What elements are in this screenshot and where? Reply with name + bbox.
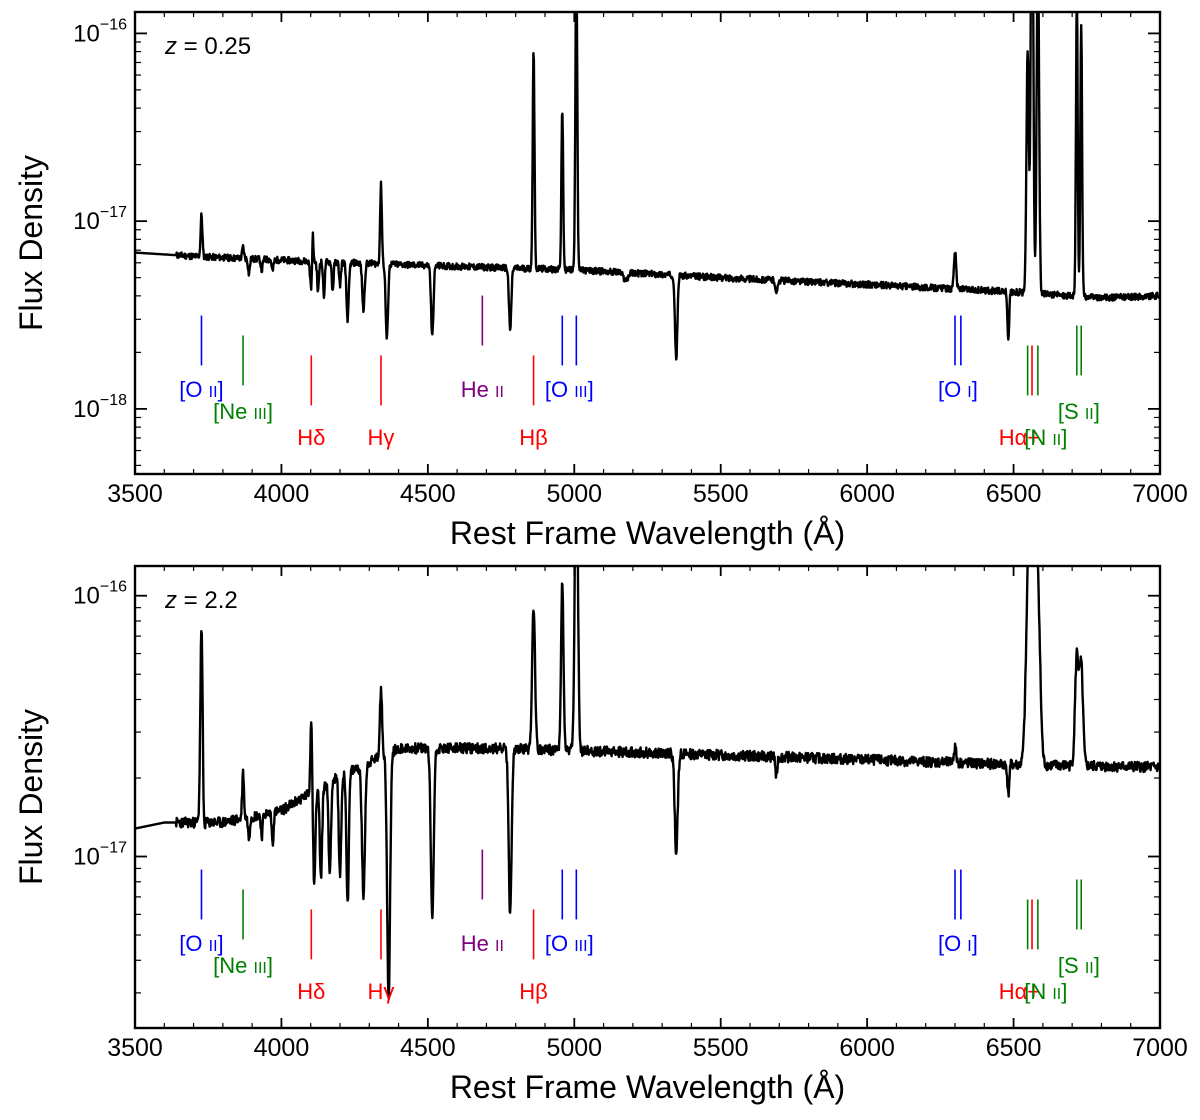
line-marker: [N II] (1024, 345, 1067, 450)
y-tick-label: 10−18 (73, 392, 127, 423)
x-tick-label: 6500 (986, 480, 1042, 508)
x-tick-label: 7000 (1132, 480, 1188, 508)
line-marker: [O III] (545, 315, 594, 402)
y-axis: 10−16 10−17 10−18 (73, 16, 1160, 467)
x-tick-label: 3500 (107, 480, 163, 508)
marker-label: Hα+ (999, 979, 1040, 1004)
redshift-annotation: z = 0.25 (164, 33, 251, 60)
x-axis-label: Rest Frame Wavelength (Å) (450, 1069, 845, 1105)
x-tick-label: 7000 (1132, 1034, 1188, 1062)
marker-label: He II (461, 377, 504, 402)
line-marker: [Ne III] (213, 335, 273, 424)
line-marker: Hβ (519, 355, 548, 450)
line-marker: [O III] (545, 869, 594, 956)
x-tick-label: 4000 (254, 480, 310, 508)
line-marker: [O I] (938, 315, 978, 402)
x-tick-label: 6000 (839, 480, 895, 508)
marker-label: [O I] (938, 931, 978, 956)
line-marker: [N II] (1024, 899, 1067, 1004)
line-marker: Hδ (297, 355, 325, 450)
x-tick-label: 5000 (546, 1034, 602, 1062)
marker-label: [Ne III] (213, 953, 273, 978)
line-marker: Hγ (368, 355, 395, 450)
marker-label: [Ne III] (213, 399, 273, 424)
marker-label: Hβ (519, 425, 548, 450)
x-tick-label: 6500 (986, 1034, 1042, 1062)
y-axis: 10−16 10−17 (73, 579, 1160, 994)
spectrum-panel-2: [O II][Ne III] Hδ Hγ He II Hβ [O III] [O I] Hα+… (13, 564, 1188, 1105)
x-tick-label: 5500 (693, 1034, 749, 1062)
marker-label: [O II] (179, 377, 223, 402)
marker-label: [O I] (938, 377, 978, 402)
x-tick-label: 6000 (839, 1034, 895, 1062)
line-marker: [O II] (179, 869, 224, 956)
x-tick-label: 4500 (400, 480, 456, 508)
y-tick-label: 10−17 (73, 840, 127, 871)
marker-label: Hδ (297, 979, 325, 1004)
x-axis-label: Rest Frame Wavelength (Å) (450, 515, 845, 551)
line-marker: Hα+ (999, 345, 1040, 450)
marker-label: [O III] (545, 377, 594, 402)
spectrum-line (135, 566, 1160, 1000)
marker-label: Hα+ (999, 425, 1040, 450)
y-tick-label: 10−17 (73, 204, 127, 235)
line-marker: Hδ (297, 909, 325, 1004)
x-tick-label: 4500 (400, 1034, 456, 1062)
line-marker: [O II] (179, 315, 224, 402)
line-marker: [S II] (1058, 879, 1100, 978)
y-tick-label: 10−16 (73, 16, 127, 47)
line-marker: [Ne III] (213, 889, 273, 978)
line-marker: Hγ (368, 909, 395, 1004)
y-axis-label: Flux Density (13, 709, 49, 885)
x-tick-label: 5000 (546, 480, 602, 508)
axes-frame (133, 564, 1162, 1030)
axes-frame (133, 10, 1162, 476)
marker-label: Hδ (297, 425, 325, 450)
line-marker: [O I] (938, 869, 978, 956)
marker-label: He II (461, 931, 504, 956)
line-marker: He II (461, 295, 504, 402)
line-marker: [S II] (1058, 325, 1100, 424)
marker-label: [S II] (1058, 399, 1100, 424)
x-tick-label: 5500 (693, 480, 749, 508)
line-marker: He II (461, 849, 504, 956)
spectrum-line (135, 12, 1160, 361)
y-axis-label: Flux Density (13, 155, 49, 331)
spectrum-panel-1: [O II][Ne III] Hδ Hγ He II Hβ [O III] [O I] Hα+… (13, 10, 1188, 551)
line-marker: Hβ (519, 909, 548, 1004)
marker-label: Hγ (368, 979, 395, 1004)
marker-label: [O III] (545, 931, 594, 956)
redshift-annotation: z = 2.2 (164, 587, 238, 614)
marker-label: Hγ (368, 425, 395, 450)
line-marker: Hα+ (999, 899, 1040, 1004)
marker-label: [N II] (1024, 425, 1067, 450)
marker-label: [N II] (1024, 979, 1067, 1004)
x-tick-label: 4000 (254, 1034, 310, 1062)
y-tick-label: 10−16 (73, 579, 127, 610)
x-axis: 3500 4000 4500 5000 5500 6000 6500 7000 (107, 566, 1188, 1062)
x-tick-label: 3500 (107, 1034, 163, 1062)
marker-label: [O II] (179, 931, 223, 956)
marker-label: [S II] (1058, 953, 1100, 978)
x-axis: 3500 4000 4500 5000 5500 6000 6500 7000 (107, 12, 1188, 508)
marker-label: Hβ (519, 979, 548, 1004)
